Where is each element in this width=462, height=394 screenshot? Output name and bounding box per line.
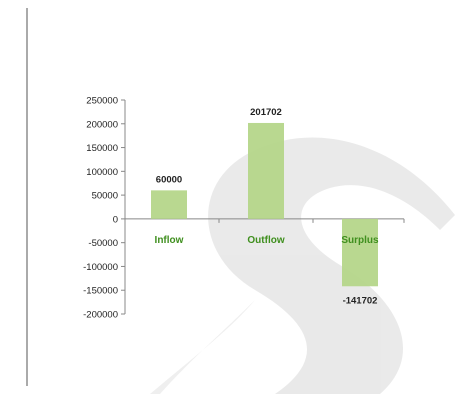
bar-inflow <box>151 190 187 219</box>
category-label: Surplus <box>341 235 379 246</box>
y-tick-label: 50000 <box>92 191 118 202</box>
data-label: -141702 <box>343 295 378 306</box>
plot-layer: 250000 200000 150000 100000 50000 0 -50000 -100… <box>83 96 405 321</box>
y-tick-label: 150000 <box>86 143 118 154</box>
bar-outflow <box>248 122 284 219</box>
y-tick-label: -150000 <box>83 286 118 297</box>
category-label: Inflow <box>155 235 184 246</box>
category-label: Outflow <box>247 235 284 246</box>
watermark-s-logo <box>150 137 455 394</box>
y-tick-label: -100000 <box>83 262 118 273</box>
y-tick-label: 250000 <box>86 96 118 107</box>
y-tick-label: 0 <box>113 214 118 225</box>
y-tick-label: 200000 <box>86 119 118 130</box>
data-label: 201702 <box>250 107 282 118</box>
y-tick-label: -200000 <box>83 310 118 321</box>
data-label: 60000 <box>156 174 182 185</box>
y-tick-label: -50000 <box>88 238 118 249</box>
bar-surplus <box>342 218 378 287</box>
y-tick-label: 100000 <box>86 167 118 178</box>
